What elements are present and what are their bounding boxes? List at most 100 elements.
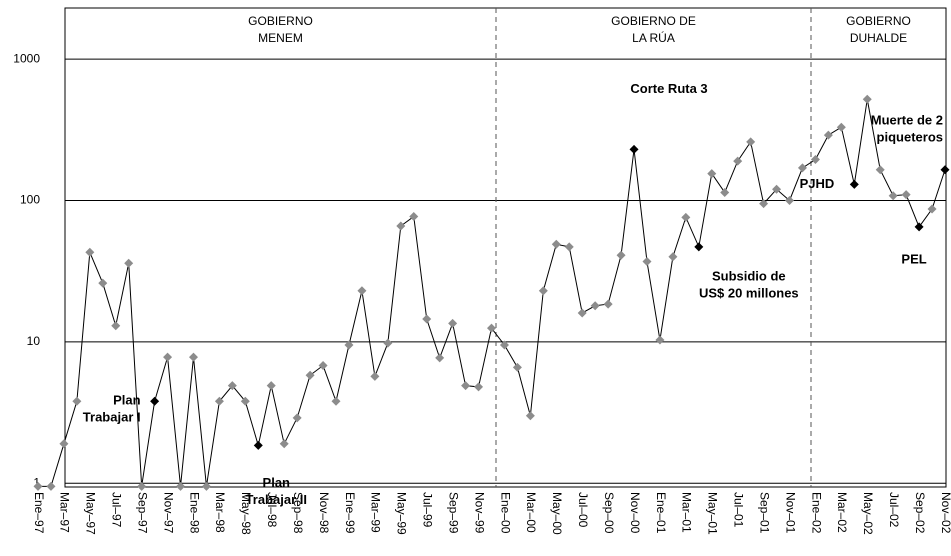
data-point [474,382,484,392]
x-tick-label: Nov–98 [317,492,331,534]
period-label: LA RÚA [632,30,675,45]
data-point [409,212,419,222]
data-point [318,361,328,371]
data-point [875,165,885,175]
x-tick-label: Nov–01 [783,492,797,534]
data-line [38,99,946,487]
x-tick-label: Mar–98 [213,492,227,533]
x-tick-label: Sep–98 [291,492,305,534]
x-tick-label: Ene–97 [32,492,46,534]
y-tick-label: 100 [20,193,40,207]
data-point [642,257,652,267]
data-point [370,371,380,381]
annotation: Trabajar I [83,410,141,425]
x-tick-label: Sep–02 [913,492,927,534]
y-tick-label: 1 [33,475,40,489]
x-tick-label: Nov–00 [628,492,642,534]
period-label: GOBIERNO DE [611,14,696,28]
data-point [33,481,43,491]
data-point [383,338,393,348]
plot-frame [64,7,947,488]
data-point [422,314,432,324]
x-tick-label: Mar–02 [835,492,849,533]
data-point [253,440,263,450]
data-point [603,299,613,309]
x-tick-label: Jul–00 [576,492,590,528]
x-tick-label: May–99 [395,492,409,535]
data-point [227,381,237,391]
data-point [746,137,756,147]
x-tick-label: Mar–99 [369,492,383,533]
x-tick-label: Mar–01 [680,492,694,533]
data-point [914,222,924,232]
x-tick-label: May–98 [239,492,253,535]
x-tick-label: Sep–00 [602,492,616,534]
data-point [577,308,587,318]
data-point [836,122,846,132]
period-label: MENEM [258,31,303,45]
x-tick-label: Nov–99 [472,492,486,534]
annotation: Plan [113,393,141,408]
x-tick-label: Jul–99 [421,492,435,528]
data-point [124,258,134,268]
data-point [305,370,315,380]
x-tick-label: Ene–99 [343,492,357,534]
x-tick-label: May–01 [706,492,720,535]
x-tick-label: May–02 [861,492,875,535]
data-point [461,381,471,391]
annotation: Trabajar II [246,492,307,507]
data-point [785,195,795,205]
x-tick-label: Sep–01 [757,492,771,534]
annotation: PEL [901,251,926,266]
data-point [564,242,574,252]
data-point [292,413,302,423]
data-point [668,252,678,262]
data-point [772,184,782,194]
period-label: DUHALDE [850,31,907,45]
annotation: Muerte de 2 [871,113,943,128]
x-tick-label: Sep–97 [135,492,149,534]
data-point [888,191,898,201]
data-point [499,340,509,350]
annotation: piqueteros [877,130,943,145]
data-point [240,396,250,406]
data-point [512,362,522,372]
x-tick-label: Sep–99 [446,492,460,534]
x-tick-label: Nov–97 [161,492,175,534]
x-tick-label: Ene–01 [654,492,668,534]
annotation: Plan [263,475,291,490]
data-point [655,335,665,345]
data-point [733,156,743,166]
data-point [940,165,950,175]
x-tick-label: May–00 [550,492,564,535]
period-label: GOBIERNO [248,14,313,28]
data-point [901,190,911,200]
data-point [357,286,367,296]
data-point [266,381,276,391]
x-tick-label: Ene–00 [498,492,512,534]
x-tick-label: Mar–00 [524,492,538,533]
data-point [150,396,160,406]
data-point [188,352,198,362]
data-point [98,278,108,288]
data-point [137,481,147,491]
x-tick-label: Jul–98 [265,492,279,528]
data-point [862,94,872,104]
data-point [927,204,937,214]
data-point [59,439,69,449]
y-tick-label: 10 [27,334,41,348]
data-point [46,481,56,491]
data-point [720,187,730,197]
x-tick-label: May–97 [84,492,98,535]
data-point [344,340,354,350]
data-point [448,318,458,328]
data-point [163,352,173,362]
y-tick-label: 1000 [13,51,40,65]
annotation: US$ 20 millones [699,285,799,300]
annotation: Subsidio de [712,268,786,283]
data-point [849,179,859,189]
x-tick-label: Nov–02 [939,492,951,534]
data-point [525,411,535,421]
annotation: PJHD [800,176,835,191]
